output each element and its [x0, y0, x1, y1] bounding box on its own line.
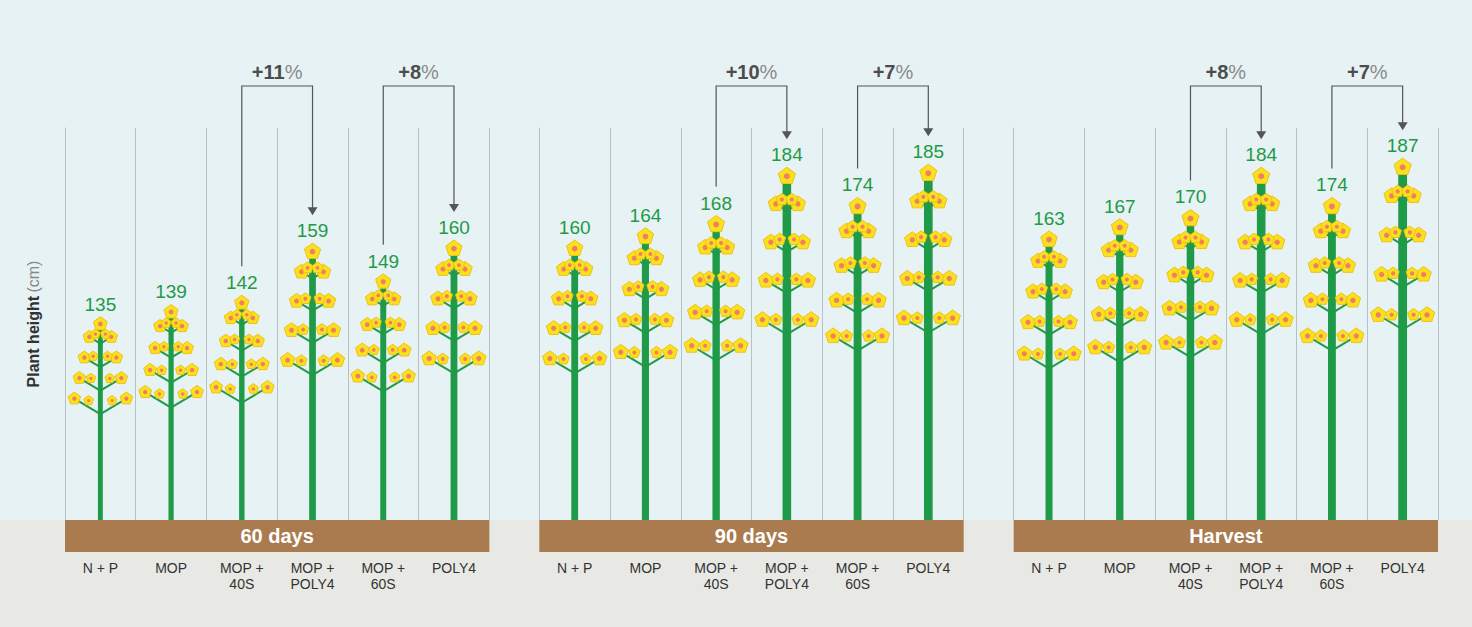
svg-text:40S: 40S [1178, 576, 1203, 592]
svg-text:160: 160 [559, 217, 591, 238]
svg-text:MOP +: MOP + [836, 560, 880, 576]
svg-text:+8: +8 [398, 61, 421, 83]
svg-text:149: 149 [367, 251, 399, 272]
svg-text:MOP +: MOP + [1310, 560, 1354, 576]
svg-text:MOP +: MOP + [361, 560, 405, 576]
svg-text:142: 142 [226, 272, 258, 293]
svg-text:163: 163 [1033, 208, 1065, 229]
svg-text:+8: +8 [1206, 61, 1229, 83]
svg-text:40S: 40S [229, 576, 254, 592]
svg-text:N + P: N + P [557, 560, 592, 576]
svg-text:MOP +: MOP + [220, 560, 264, 576]
svg-text:184: 184 [1245, 144, 1277, 165]
svg-text:90 days: 90 days [715, 525, 788, 547]
svg-text:MOP +: MOP + [1169, 560, 1213, 576]
svg-text:Plant height: Plant height [25, 295, 42, 387]
svg-text:60S: 60S [1319, 576, 1344, 592]
svg-text:60S: 60S [371, 576, 396, 592]
svg-text:170: 170 [1175, 186, 1207, 207]
svg-text:Harvest: Harvest [1189, 525, 1263, 547]
svg-text:POLY4: POLY4 [290, 576, 334, 592]
svg-text:187: 187 [1387, 135, 1419, 156]
svg-text:60 days: 60 days [240, 525, 313, 547]
svg-text:168: 168 [700, 193, 732, 214]
svg-text:185: 185 [912, 141, 944, 162]
svg-text:%: % [1370, 61, 1388, 83]
svg-text:(cm): (cm) [25, 261, 42, 293]
svg-text:%: % [1228, 61, 1246, 83]
svg-text:184: 184 [771, 144, 803, 165]
svg-text:POLY4: POLY4 [432, 560, 476, 576]
svg-text:MOP +: MOP + [291, 560, 335, 576]
svg-text:%: % [285, 61, 303, 83]
svg-text:MOP +: MOP + [765, 560, 809, 576]
svg-text:MOP +: MOP + [1239, 560, 1283, 576]
svg-text:+11: +11 [252, 61, 285, 83]
svg-text:164: 164 [630, 205, 662, 226]
svg-text:+7: +7 [873, 61, 896, 83]
svg-text:174: 174 [1316, 174, 1348, 195]
svg-text:174: 174 [842, 174, 874, 195]
svg-text:60S: 60S [845, 576, 870, 592]
svg-text:167: 167 [1104, 196, 1136, 217]
svg-text:%: % [760, 61, 778, 83]
svg-text:N + P: N + P [1031, 560, 1066, 576]
svg-text:POLY4: POLY4 [765, 576, 809, 592]
svg-text:POLY4: POLY4 [1239, 576, 1283, 592]
svg-text:MOP: MOP [629, 560, 661, 576]
svg-text:40S: 40S [704, 576, 729, 592]
svg-text:%: % [895, 61, 913, 83]
svg-text:139: 139 [155, 281, 187, 302]
svg-text:POLY4: POLY4 [1381, 560, 1425, 576]
svg-text:MOP: MOP [155, 560, 187, 576]
svg-text:159: 159 [297, 220, 329, 241]
svg-text:MOP +: MOP + [694, 560, 738, 576]
svg-text:160: 160 [438, 217, 470, 238]
svg-text:+10: +10 [726, 61, 760, 83]
svg-text:MOP: MOP [1104, 560, 1136, 576]
svg-text:N + P: N + P [83, 560, 118, 576]
svg-text:+7: +7 [1347, 61, 1370, 83]
svg-text:POLY4: POLY4 [906, 560, 950, 576]
svg-text:%: % [421, 61, 439, 83]
svg-text:135: 135 [85, 294, 117, 315]
